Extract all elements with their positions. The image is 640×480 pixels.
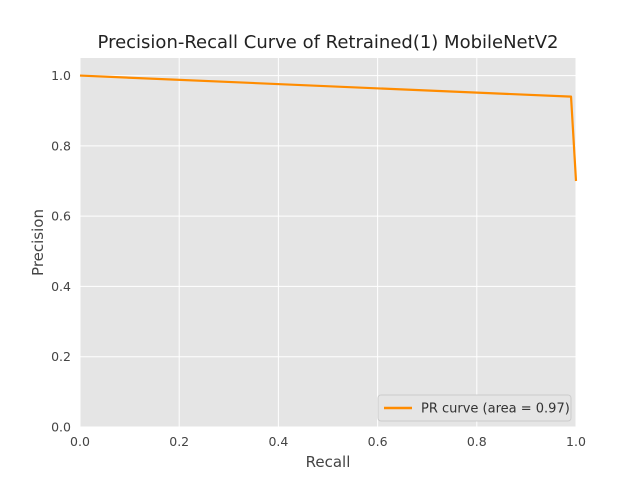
plot-area (80, 58, 576, 427)
y-tick-label: 1.0 (51, 68, 71, 83)
tick-labels: 0.0 0.2 0.4 0.6 0.8 1.0 0.0 0.2 0.4 0.6 0.8 1.0 (51, 68, 586, 449)
x-tick-label: 0.4 (268, 434, 288, 449)
series-layer (79, 74, 578, 182)
chart-title: Precision-Recall Curve of Retrained(1) M… (98, 32, 559, 53)
y-tick-label: 0.8 (51, 138, 71, 153)
grid-lines (79, 58, 577, 428)
pr-curve-line (79, 74, 578, 182)
y-axis-label: Precision (29, 209, 47, 276)
x-tick-label: 1.0 (566, 434, 586, 449)
x-tick-label: 0.2 (169, 434, 189, 449)
y-tick-label: 0.4 (51, 279, 71, 294)
legend: PR curve (area = 0.97) (377, 394, 572, 422)
x-axis-label: Recall (306, 453, 351, 471)
x-tick-label: 0.6 (368, 434, 388, 449)
legend-box (377, 394, 572, 422)
y-tick-label: 0.6 (51, 209, 71, 224)
y-tick-label: 0.2 (51, 349, 71, 364)
y-tick-label: 0.0 (51, 420, 71, 435)
x-tick-label: 0.8 (467, 434, 487, 449)
x-tick-label: 0.0 (70, 434, 90, 449)
legend-entry-pr-curve: PR curve (area = 0.97) (421, 402, 570, 417)
